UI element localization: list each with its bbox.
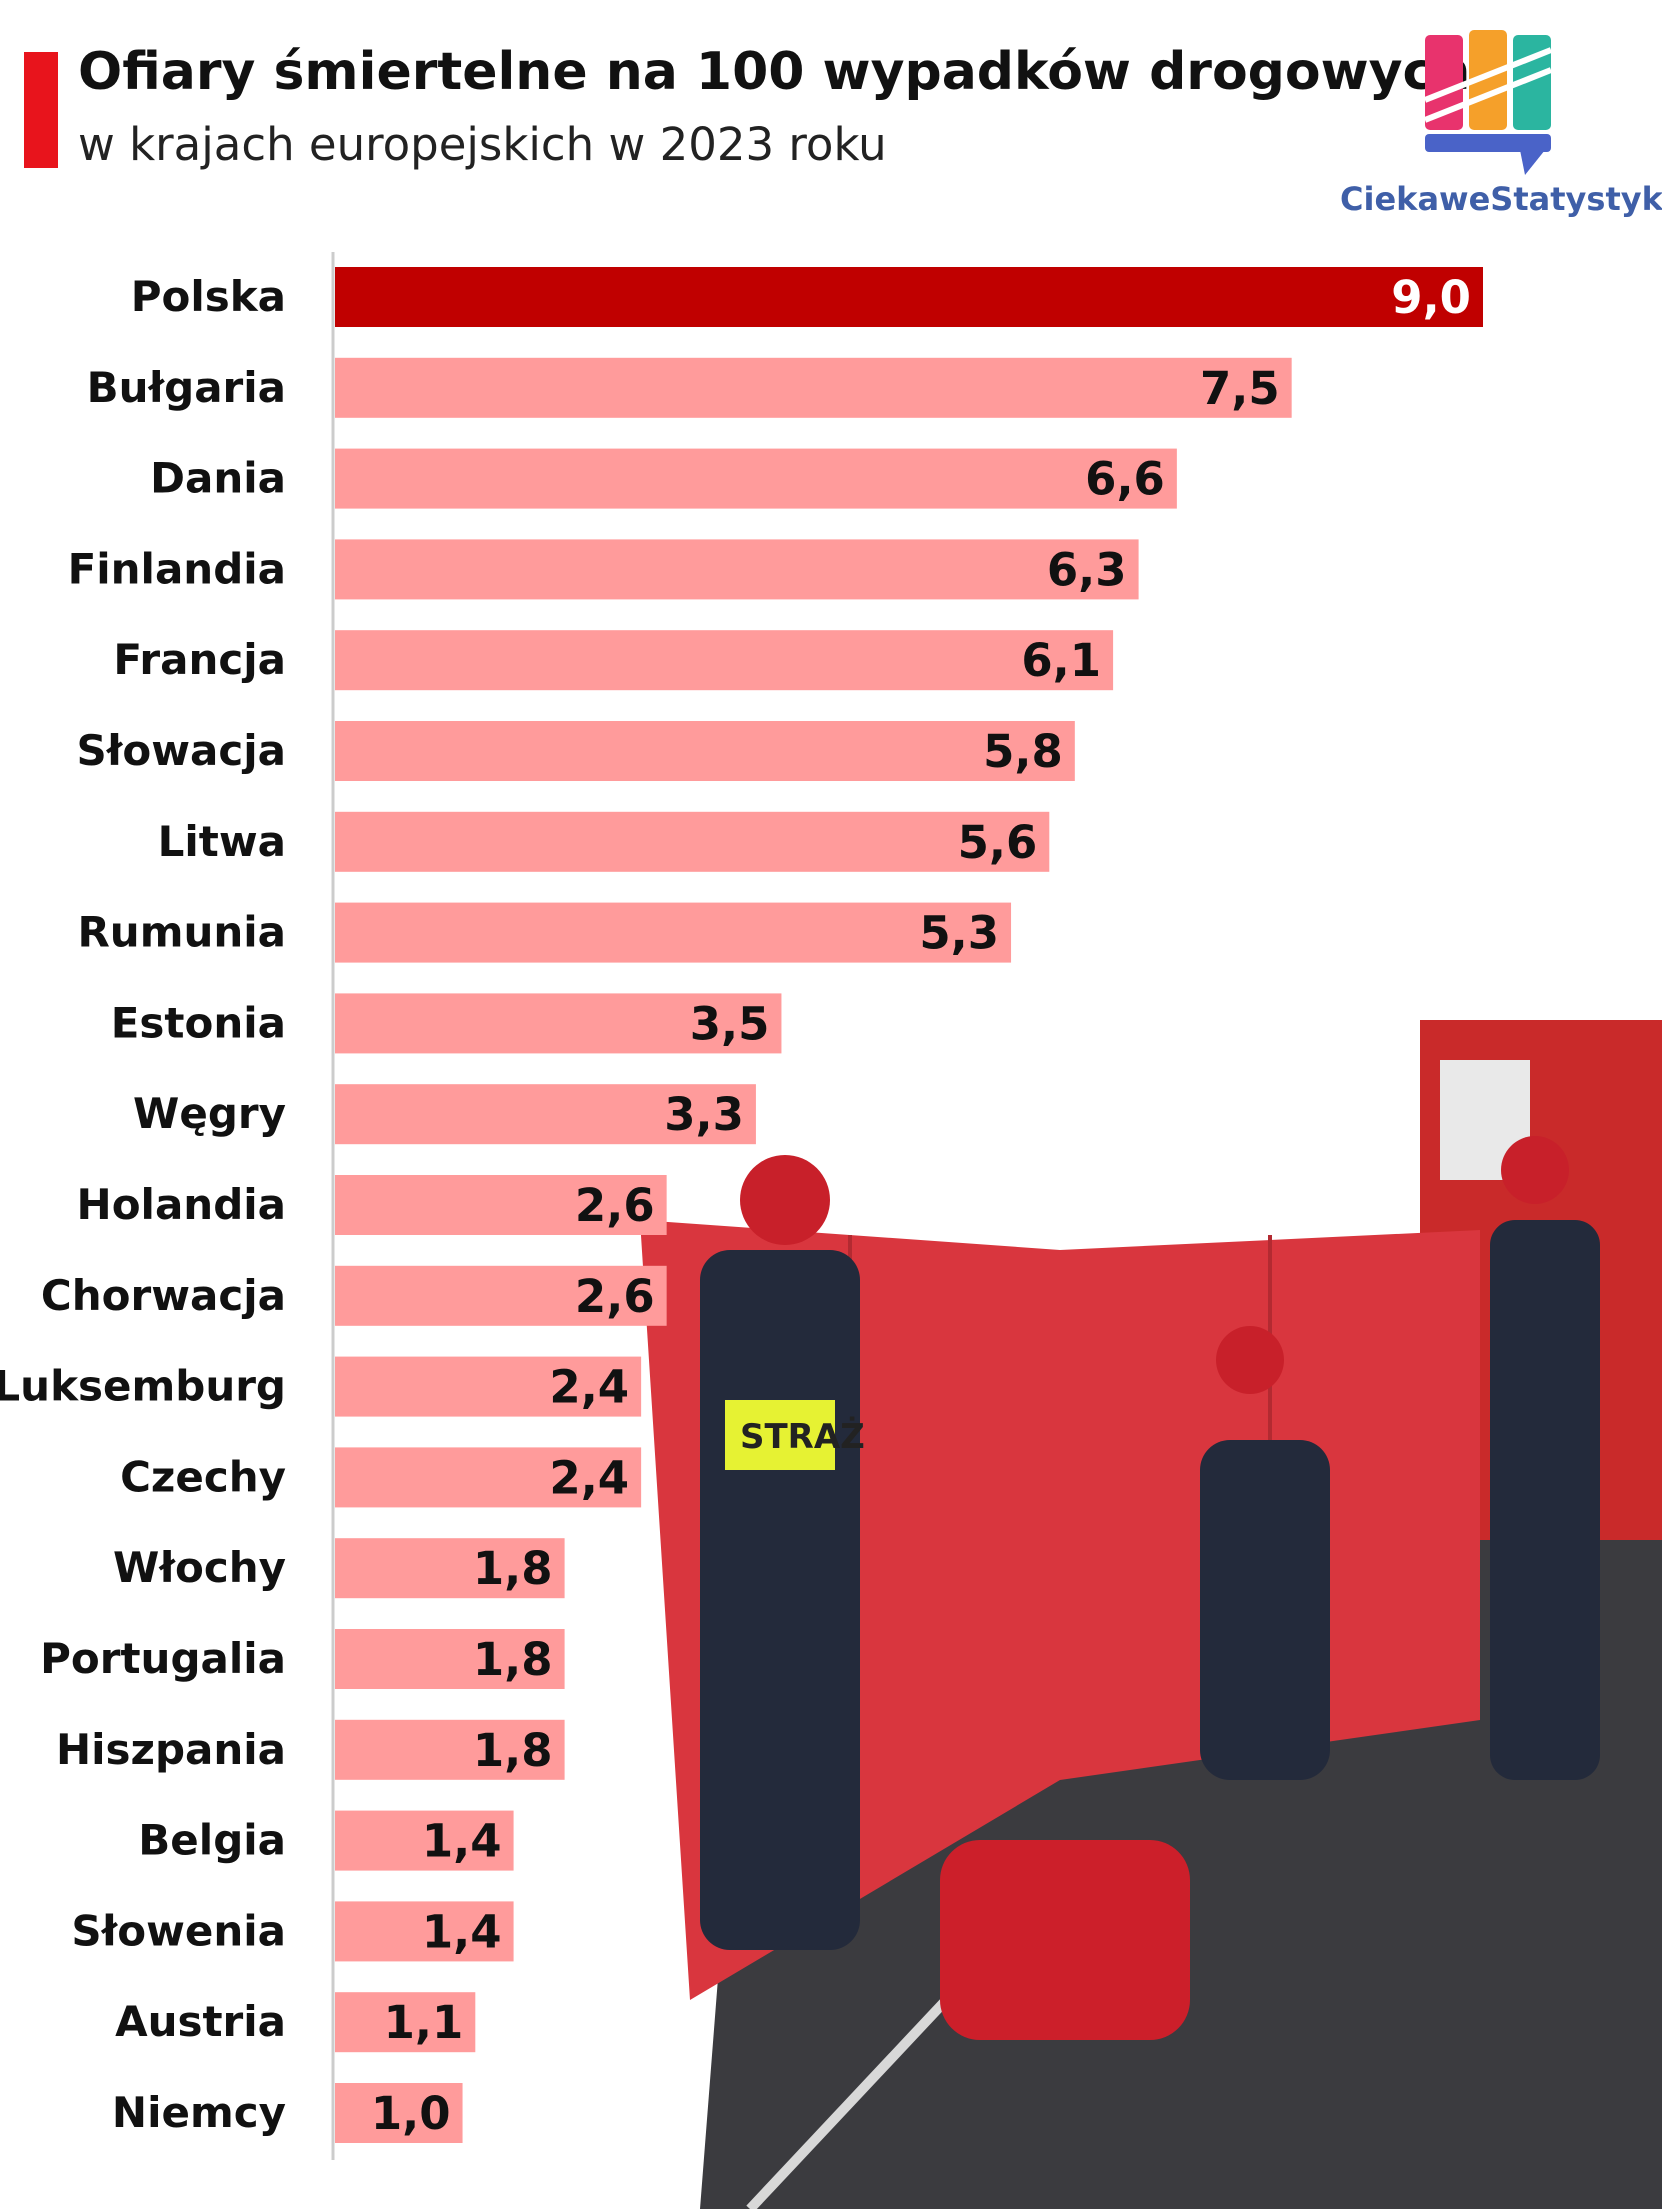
category-label: Holandia: [77, 1180, 286, 1229]
value-label: 1,4: [422, 1905, 502, 1958]
bar-11: [335, 1265, 667, 1326]
category-label: Francja: [113, 635, 286, 684]
category-label: Hiszpania: [56, 1725, 286, 1774]
category-label: Słowenia: [71, 1906, 286, 1955]
value-label: 9,0: [1391, 271, 1471, 324]
value-label: 5,6: [958, 816, 1038, 869]
value-label: 6,6: [1085, 453, 1165, 506]
photo-firefighter-2: [1200, 1440, 1330, 1780]
value-label: 7,5: [1200, 362, 1280, 415]
photo-firefighter-3: [1490, 1220, 1600, 1780]
bar-7: [335, 902, 1012, 963]
value-label: 1,0: [371, 2087, 451, 2140]
category-label: Litwa: [158, 817, 286, 866]
logo-pointer-blue: [1520, 150, 1545, 175]
value-label: 2,4: [549, 1361, 629, 1414]
photo-helmet-3: [1501, 1136, 1569, 1204]
title-accent-bar: [24, 52, 58, 168]
value-label: 2,4: [549, 1451, 629, 1504]
category-label: Belgia: [138, 1816, 286, 1865]
category-label: Estonia: [111, 998, 286, 1047]
value-label: 1,1: [384, 1996, 464, 2049]
bar-12: [335, 1356, 642, 1417]
bar-0: [335, 267, 1483, 327]
bar-3: [335, 539, 1139, 600]
logo-stroke-white: [1425, 47, 1553, 103]
value-label: 2,6: [575, 1270, 655, 1323]
value-label: 1,8: [473, 1633, 553, 1686]
bar-4: [335, 630, 1114, 691]
bar-1: [335, 357, 1292, 418]
category-label: Austria: [115, 1997, 286, 2046]
photo-vest-text: STRAŻ: [740, 1416, 865, 1457]
value-label: 1,8: [473, 1724, 553, 1777]
photo-vest-1: [725, 1400, 835, 1470]
firefighters-photo: STRAŻ: [640, 1020, 1662, 2209]
category-label: Czechy: [120, 1452, 286, 1501]
chart-subtitle: w krajach europejskich w 2023 roku: [78, 118, 887, 171]
logo-base-blue: [1425, 134, 1551, 152]
value-label: 6,1: [1021, 634, 1101, 687]
bar-5: [335, 721, 1075, 781]
value-label: 1,4: [422, 1815, 502, 1868]
value-label: 5,3: [919, 907, 999, 960]
bar-6: [335, 811, 1050, 872]
category-label: Węgry: [133, 1089, 286, 1138]
category-label: Portugalia: [40, 1634, 286, 1683]
bar-19: [335, 1992, 476, 2053]
category-label: Słowacja: [77, 726, 286, 775]
bar-20: [335, 2083, 463, 2143]
category-label: Niemcy: [112, 2088, 286, 2137]
value-label: 1,8: [473, 1542, 553, 1595]
logo-stroke-white-2: [1425, 67, 1553, 123]
category-label: Chorwacja: [41, 1271, 286, 1320]
category-label: Polska: [131, 272, 286, 321]
photo-bag: [940, 1840, 1190, 2040]
brand-name: CiekaweStatystyki.pl: [1340, 180, 1662, 218]
category-label: Dania: [150, 454, 286, 503]
chart-title: Ofiary śmiertelne na 100 wypadków drogow…: [78, 42, 1471, 102]
value-label: 3,5: [690, 997, 770, 1050]
category-label: Włochy: [113, 1543, 286, 1592]
bar-2: [335, 448, 1177, 509]
bar-16: [335, 1719, 565, 1780]
bar-8: [335, 993, 782, 1054]
bar-18: [335, 1901, 514, 1962]
value-label: 6,3: [1047, 543, 1127, 596]
bar-17: [335, 1810, 514, 1871]
value-label: 5,8: [983, 725, 1063, 778]
category-label: Rumunia: [77, 908, 286, 957]
value-label: 3,3: [664, 1088, 744, 1141]
logo-tile-orange: [1469, 30, 1507, 130]
brand-logo-icon: [1425, 30, 1553, 175]
photo-helmet-2: [1216, 1326, 1284, 1394]
category-label: Bułgaria: [87, 363, 286, 412]
bar-14: [335, 1538, 565, 1599]
bar-9: [335, 1084, 756, 1145]
bar-15: [335, 1629, 565, 1689]
photo-helmet-1: [740, 1155, 830, 1245]
bar-10: [335, 1175, 667, 1235]
bar-13: [335, 1447, 642, 1508]
category-label: Finlandia: [68, 544, 286, 593]
category-label: Luksemburg: [0, 1362, 286, 1411]
value-label: 2,6: [575, 1179, 655, 1232]
